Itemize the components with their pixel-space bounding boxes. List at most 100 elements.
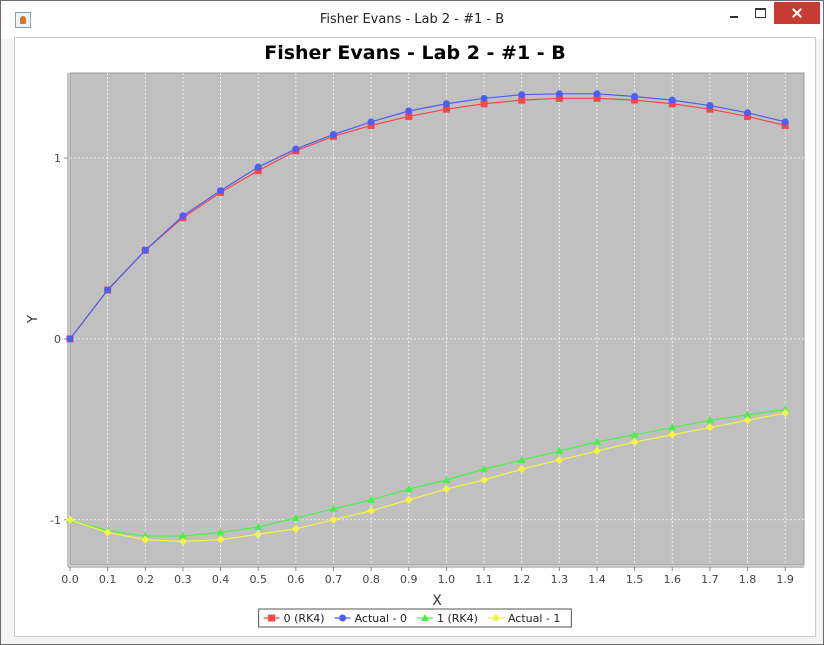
data-point [254, 523, 263, 531]
java-icon[interactable] [15, 12, 31, 28]
data-point [781, 121, 789, 129]
x-tick-label: 0.8 [362, 573, 380, 586]
axes: 0.0 0.1 0.2 0.3 0.4 0.5 0.6 0.7 0.8 0.9 1.0 1.1 1.2 1… [50, 73, 804, 586]
x-tick-label: 1.7 [701, 573, 719, 586]
x-tick-label: 0.7 [325, 573, 343, 586]
data-point [480, 94, 488, 102]
chart-panel: Fisher Evans - Lab 2 - #1 - B 0.0 0.1 0.2 0… [14, 37, 816, 637]
data-point [480, 465, 489, 473]
data-point [367, 506, 376, 515]
plot-area [69, 72, 805, 566]
x-tick-label: 1.4 [588, 573, 606, 586]
data-point [442, 475, 451, 483]
data-point [480, 100, 488, 108]
data-point [631, 96, 639, 104]
x-tick-label: 0.5 [249, 573, 267, 586]
legend-item: Actual - 0 [334, 612, 407, 625]
gridlines [70, 73, 804, 565]
data-point [442, 105, 450, 113]
data-point [141, 532, 150, 540]
data-point [743, 416, 752, 425]
data-point [706, 102, 714, 110]
title-bar[interactable]: Fisher Evans - Lab 2 - #1 - B [1, 1, 823, 39]
series-line [69, 408, 786, 537]
x-tick-label: 1.6 [664, 573, 682, 586]
data-point [367, 121, 375, 129]
data-point [517, 456, 526, 464]
y-tick-label: 1 [54, 152, 61, 165]
x-tick-label: 1.0 [438, 573, 456, 586]
data-point [480, 475, 489, 484]
data-point [668, 96, 676, 104]
data-point [329, 131, 337, 138]
x-tick-label: 0.4 [212, 573, 230, 586]
x-tick-label: 1.5 [626, 573, 644, 586]
data-point [254, 167, 262, 175]
line-chart: Fisher Evans - Lab 2 - #1 - B 0.0 0.1 0.2 0… [26, 42, 805, 628]
legend-label: Actual - 0 [355, 612, 407, 625]
x-tick-label: 1.2 [513, 573, 531, 586]
data-point [593, 90, 601, 98]
data-point [141, 246, 149, 254]
x-tick-label: 0.3 [174, 573, 192, 586]
data-point [141, 535, 150, 544]
data-point [517, 465, 526, 474]
data-point [593, 94, 601, 102]
series-line [69, 93, 786, 340]
series-line [69, 97, 786, 340]
legend-label: 0 (RK4) [284, 612, 325, 625]
data-point [367, 495, 376, 503]
data-point [518, 96, 526, 104]
data-point [555, 94, 563, 102]
series-3 [66, 409, 790, 546]
data-point [555, 456, 564, 465]
minimize-icon[interactable] [721, 2, 747, 24]
legend-box [258, 608, 572, 628]
data-point [66, 335, 74, 343]
data-point [668, 423, 677, 431]
data-point [179, 212, 187, 220]
y-tick-label: 0 [54, 333, 61, 346]
maximize-icon[interactable] [747, 2, 773, 24]
x-axis-label: X [432, 593, 442, 609]
data-point [744, 109, 752, 117]
chart-title: Fisher Evans - Lab 2 - #1 - B [264, 42, 566, 64]
data-point [291, 513, 300, 521]
close-icon[interactable] [774, 2, 820, 24]
data-point [178, 537, 187, 546]
data-point [518, 91, 526, 99]
data-point [178, 532, 187, 540]
legend-marker [421, 614, 429, 621]
x-tick-label: 1.8 [739, 573, 757, 586]
data-point [781, 405, 790, 413]
data-point [705, 416, 714, 424]
legend-item: 0 (RK4) [263, 612, 325, 625]
data-point [630, 430, 639, 438]
data-point [781, 409, 790, 418]
data-point [104, 286, 112, 294]
data-point [103, 528, 112, 537]
x-tick-label: 0.2 [137, 573, 155, 586]
series-2 [66, 405, 790, 540]
data-point [668, 430, 677, 439]
series-1 [66, 90, 789, 343]
data-point [631, 93, 639, 101]
data-point [743, 410, 752, 418]
data-point [329, 515, 338, 524]
data-point [404, 495, 413, 504]
x-tick-label: 0.1 [99, 573, 117, 586]
data-point [442, 485, 451, 494]
data-point [367, 118, 375, 126]
data-point [254, 163, 262, 171]
data-point [216, 535, 225, 544]
legend-marker [339, 614, 347, 622]
data-point [254, 530, 263, 539]
data-point [555, 447, 564, 455]
data-point [706, 105, 714, 113]
data-point [592, 447, 601, 456]
data-point [292, 145, 300, 153]
data-point [405, 107, 413, 115]
data-point [291, 524, 300, 533]
legend-marker [491, 614, 500, 622]
